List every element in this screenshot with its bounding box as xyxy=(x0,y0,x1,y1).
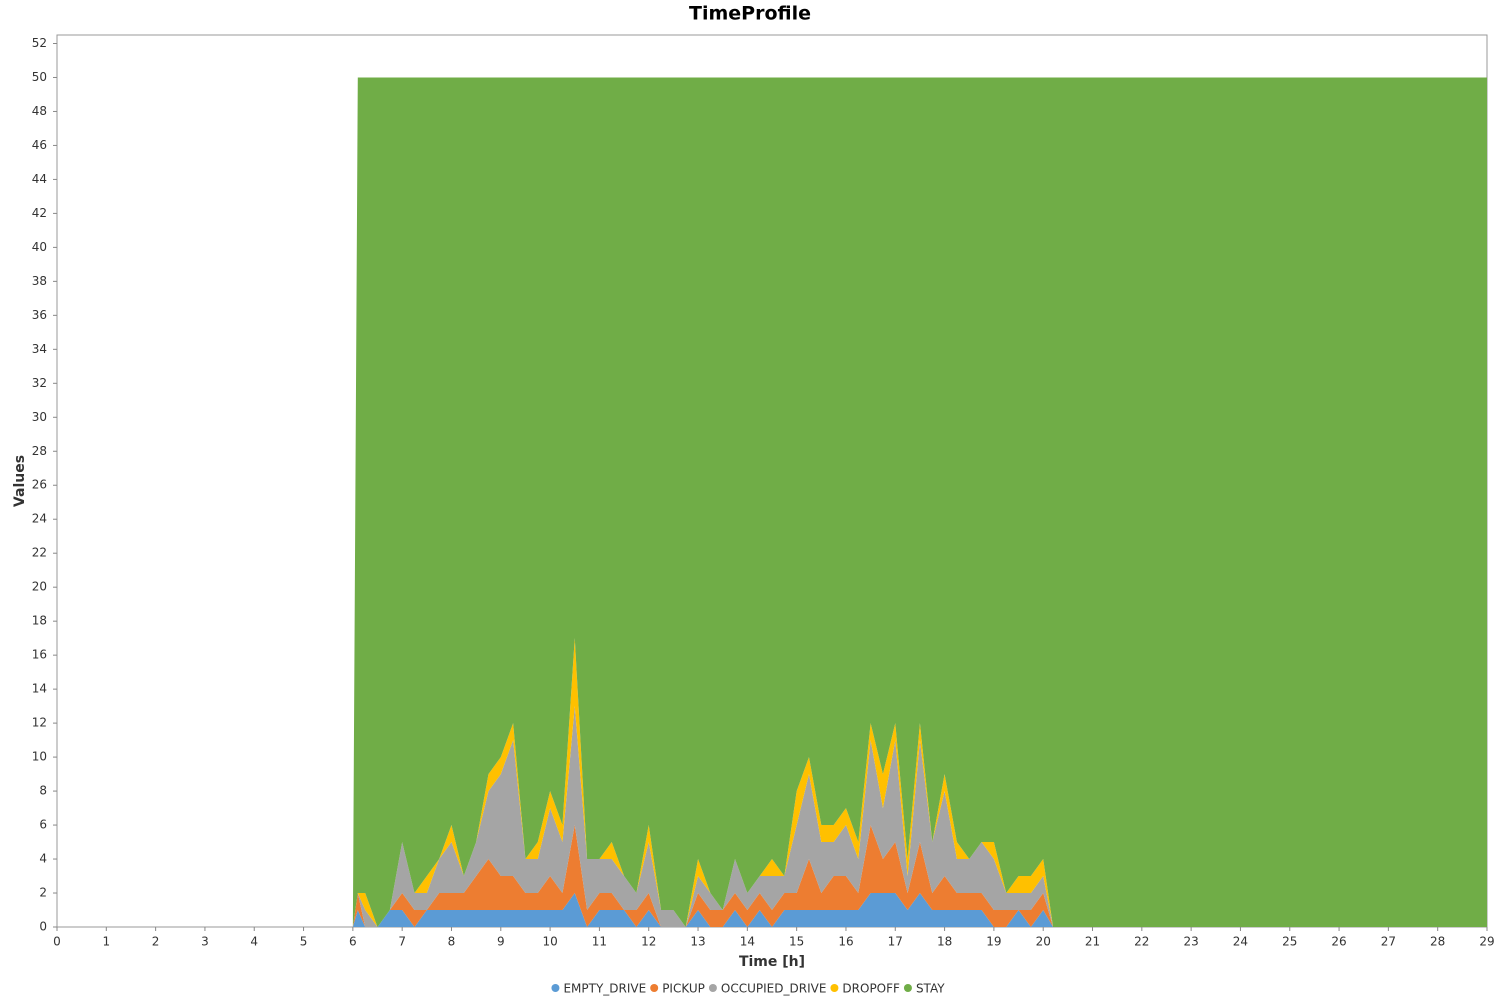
x-tick-label: 3 xyxy=(201,935,209,949)
x-tick-label: 14 xyxy=(740,935,755,949)
x-tick-label: 4 xyxy=(250,935,258,949)
legend-item: EMPTY_DRIVE xyxy=(551,982,646,996)
x-tick-label: 25 xyxy=(1282,935,1297,949)
area xyxy=(57,638,1487,927)
x-tick-label: 9 xyxy=(497,935,505,949)
legend-swatch xyxy=(551,984,560,992)
x-tick-label: 8 xyxy=(448,935,456,949)
x-tick-label: 12 xyxy=(641,935,656,949)
y-tick-label: 28 xyxy=(32,444,47,458)
y-tick-label: 48 xyxy=(32,104,47,118)
x-tick-label: 6 xyxy=(349,935,357,949)
y-tick-label: 24 xyxy=(32,512,47,526)
y-tick-label: 16 xyxy=(32,648,47,662)
x-tick-label: 2 xyxy=(152,935,160,949)
area xyxy=(57,706,1487,927)
legend-item: OCCUPIED_DRIVE xyxy=(708,982,827,996)
y-tick-label: 38 xyxy=(32,274,47,288)
y-tick-label: 46 xyxy=(32,138,47,152)
legend-swatch xyxy=(830,984,839,992)
y-tick-label: 8 xyxy=(39,784,47,798)
chart-title: TimeProfile xyxy=(689,3,811,25)
legend-item: PICKUP xyxy=(650,982,705,996)
x-tick-label: 26 xyxy=(1331,935,1346,949)
y-axis-label: Values xyxy=(12,455,28,507)
legend-swatch xyxy=(903,984,912,992)
x-tick-label: 20 xyxy=(1036,935,1051,949)
y-tick-label: 14 xyxy=(32,682,47,696)
x-tick-label: 16 xyxy=(838,935,853,949)
y-tick-label: 50 xyxy=(32,70,47,84)
y-tick-label: 2 xyxy=(39,886,47,900)
x-tick-label: 18 xyxy=(937,935,952,949)
y-tick-label: 6 xyxy=(39,818,47,832)
y-tick-label: 40 xyxy=(32,240,47,254)
x-tick-label: 0 xyxy=(53,935,61,949)
y-tick-label: 34 xyxy=(32,342,47,356)
x-tick-label: 13 xyxy=(690,935,705,949)
x-tick-label: 23 xyxy=(1183,935,1198,949)
y-tick-label: 44 xyxy=(32,172,47,186)
y-tick-label: 4 xyxy=(39,852,47,866)
x-tick-label: 17 xyxy=(888,935,903,949)
legend-label: STAY xyxy=(916,982,945,996)
x-tick-label: 27 xyxy=(1381,935,1396,949)
y-tick-label: 18 xyxy=(32,614,47,628)
y-tick-label: 36 xyxy=(32,308,47,322)
x-tick-label: 21 xyxy=(1085,935,1100,949)
legend-label: DROPOFF xyxy=(842,982,900,996)
y-tick-label: 12 xyxy=(32,716,47,730)
x-tick-label: 29 xyxy=(1479,935,1494,949)
x-tick-label: 28 xyxy=(1430,935,1445,949)
x-tick-label: 5 xyxy=(300,935,308,949)
x-tick-label: 7 xyxy=(398,935,406,949)
legend-label: EMPTY_DRIVE xyxy=(563,982,646,996)
x-tick-label: 24 xyxy=(1233,935,1248,949)
y-tick-label: 0 xyxy=(39,920,47,934)
x-tick-label: 10 xyxy=(542,935,557,949)
areas xyxy=(57,77,1487,927)
axes: 0246810121416182022242628303234363840424… xyxy=(32,36,1495,949)
y-tick-label: 26 xyxy=(32,478,47,492)
y-tick-label: 22 xyxy=(32,546,47,560)
legend-swatch xyxy=(650,984,659,992)
x-axis-label: Time [h] xyxy=(739,954,805,970)
x-tick-label: 11 xyxy=(592,935,607,949)
legend-item: STAY xyxy=(903,982,945,996)
legend-swatch xyxy=(708,984,717,992)
y-tick-label: 42 xyxy=(32,206,47,220)
x-tick-label: 19 xyxy=(986,935,1001,949)
legend-item: DROPOFF xyxy=(830,982,900,996)
y-tick-label: 32 xyxy=(32,376,47,390)
legend-label: OCCUPIED_DRIVE xyxy=(721,982,827,996)
legend-label: PICKUP xyxy=(662,982,705,996)
area xyxy=(57,77,1487,927)
y-tick-label: 52 xyxy=(32,36,47,50)
y-tick-label: 30 xyxy=(32,410,47,424)
x-tick-label: 22 xyxy=(1134,935,1149,949)
x-tick-label: 15 xyxy=(789,935,804,949)
y-tick-label: 10 xyxy=(32,750,47,764)
x-tick-label: 1 xyxy=(102,935,110,949)
legend: EMPTY_DRIVE PICKUP OCCUPIED_DRIVE DROPOFF ST… xyxy=(551,982,945,996)
y-tick-label: 20 xyxy=(32,580,47,594)
